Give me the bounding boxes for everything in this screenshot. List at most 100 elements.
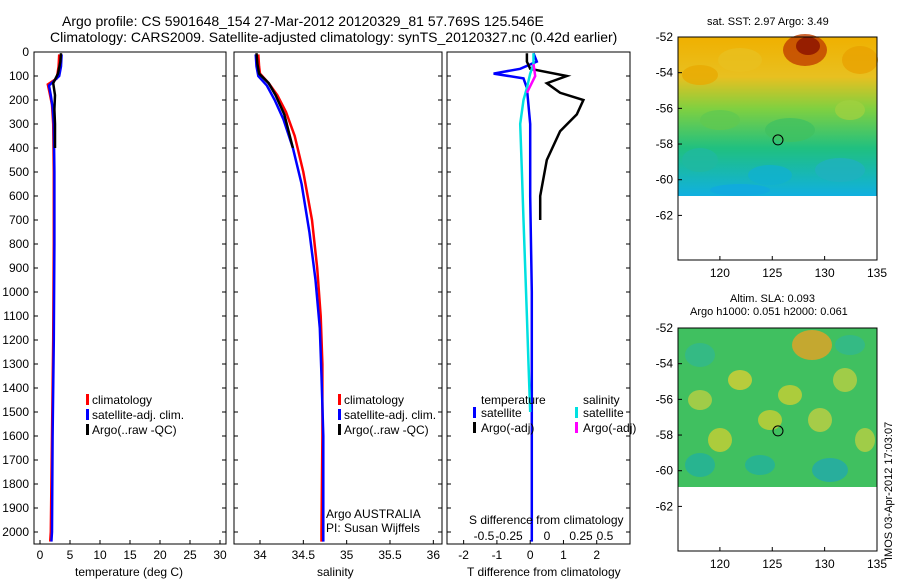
sst-map-axes: 120 125 130 135 -52 -54 -56 -58 -60 -62 xyxy=(656,30,888,280)
sst-map-texture xyxy=(682,46,878,196)
map-texture-blob xyxy=(835,100,865,120)
map-y-tick-label: -54 xyxy=(656,66,674,80)
difference-panel: -2 -1 0 1 2-0.5 -0.25 0 0.25 0.5 xyxy=(447,51,630,562)
y-tick-label: 100 xyxy=(9,69,29,83)
y-tick-label: 1900 xyxy=(2,501,29,515)
y-tick-label: 2000 xyxy=(2,525,29,539)
y-tick-label: 0 xyxy=(22,45,29,59)
t-difference-axis-label: T difference from climatology xyxy=(467,565,621,579)
map-texture-blob xyxy=(835,335,865,355)
sst-map-title: sat. SST: 2.97 Argo: 3.49 xyxy=(707,16,829,28)
map-x-tick-label: 120 xyxy=(710,266,730,280)
map-texture-blob xyxy=(765,118,815,142)
x-tick-label: -2 xyxy=(458,548,469,562)
temperature-panel-frame xyxy=(33,51,227,545)
sst-map xyxy=(677,34,878,261)
series-line-argo-raw-qc- xyxy=(51,53,63,148)
y-tick-label: 900 xyxy=(9,261,29,275)
map-texture-blob xyxy=(833,368,857,392)
y-tick-label: 1500 xyxy=(2,405,29,419)
y-tick-label: 1200 xyxy=(2,333,29,347)
x-tick-label: -1 xyxy=(492,548,503,562)
temperature-axis-label: temperature (deg C) xyxy=(75,565,183,579)
x-tick-label: 35 xyxy=(340,548,354,562)
legend-swatch-argo xyxy=(86,424,89,435)
x-tick-label: 35.5 xyxy=(378,548,402,562)
map-y-tick-label: -58 xyxy=(656,137,674,151)
imos-timestamp: IMOS 03-Apr-2012 17:03:07 xyxy=(883,422,895,560)
map-y-tick-label: -56 xyxy=(656,392,674,406)
difference-legend: temperature salinity satellite Argo(-adj… xyxy=(469,393,636,527)
x-tick-label: 10 xyxy=(93,548,107,562)
map-texture-blob xyxy=(815,158,865,182)
x-tick-label: 30 xyxy=(213,548,227,562)
temperature-panel: 0 5 10 15 20 25 300100200300400500600700800900… xyxy=(2,45,227,562)
map-texture-blob xyxy=(808,408,832,432)
map-texture-blob xyxy=(700,110,740,130)
x-tick-label: 1 xyxy=(560,548,567,562)
x2-tick-label: 0 xyxy=(544,529,551,543)
header-line2: Climatology: CARS2009. Satellite-adjuste… xyxy=(50,29,617,45)
x-tick-label: 0 xyxy=(37,548,44,562)
y-tick-label: 700 xyxy=(9,213,29,227)
map-x-tick-label: 120 xyxy=(710,557,730,571)
sst-map-frame xyxy=(677,36,878,261)
map-texture-blob xyxy=(778,385,802,405)
map-y-tick-label: -60 xyxy=(656,173,674,187)
sla-map-subtitle: Argo h1000: 0.051 h2000: 0.061 xyxy=(690,306,848,318)
x-tick-label: 34 xyxy=(253,548,267,562)
sla-map-axes: 120 125 130 135 -52 -54 -56 -58 -60 -62 xyxy=(656,321,888,571)
series-line-s-satellite xyxy=(518,53,535,413)
s-difference-axis-label: S difference from climatology xyxy=(469,513,624,527)
y-tick-label: 200 xyxy=(9,93,29,107)
x-tick-label: 25 xyxy=(183,548,197,562)
series-line-t-satellite xyxy=(493,52,539,542)
difference-panel-frame xyxy=(446,51,631,545)
map-x-tick-label: 130 xyxy=(815,266,835,280)
map-x-tick-label: 130 xyxy=(815,557,835,571)
series-line-argo-raw-qc- xyxy=(255,53,295,149)
legend-swatch-t-satellite xyxy=(473,407,476,418)
x-tick-label: 0 xyxy=(527,548,534,562)
legend-label-argo: Argo(..raw -QC) xyxy=(92,423,177,437)
map-y-tick-label: -62 xyxy=(656,208,674,222)
legend-swatch-climatology xyxy=(86,394,89,405)
map-texture-blob xyxy=(745,455,775,475)
x2-tick-label: -0.5 xyxy=(474,529,495,543)
map-x-tick-label: 125 xyxy=(762,266,782,280)
legend-swatch-s-satellite xyxy=(575,407,578,418)
map-texture-blob xyxy=(748,165,792,185)
y-tick-label: 600 xyxy=(9,189,29,203)
x-tick-label: 36 xyxy=(427,548,441,562)
salinity-panel: 34 34.5 35 35.5 36 xyxy=(234,51,442,562)
legend-swatch-climatology xyxy=(338,394,341,405)
map-texture-blob xyxy=(812,458,848,482)
legend-header-salinity: salinity xyxy=(583,393,620,407)
temperature-legend: climatology satellite-adj. clim. Argo(..… xyxy=(86,393,184,437)
sla-map-texture xyxy=(685,330,875,482)
y-tick-label: 400 xyxy=(9,141,29,155)
y-tick-label: 1000 xyxy=(2,285,29,299)
map-texture-blob xyxy=(718,48,762,72)
y-tick-label: 1300 xyxy=(2,357,29,371)
series-line-s-argo-adj- xyxy=(525,63,537,94)
series-line-t-argo-adj- xyxy=(525,53,586,220)
map-y-tick-label: -62 xyxy=(656,499,674,513)
map-texture-blob xyxy=(842,46,878,74)
map-texture-blob xyxy=(758,410,782,430)
map-x-tick-label: 135 xyxy=(867,557,887,571)
y-tick-label: 500 xyxy=(9,165,29,179)
y-tick-label: 300 xyxy=(9,117,29,131)
y-tick-label: 1400 xyxy=(2,381,29,395)
sla-map-title: Altim. SLA: 0.093 xyxy=(730,293,815,305)
salinity-panel-frame xyxy=(233,51,443,545)
salinity-legend: climatology satellite-adj. clim. Argo(..… xyxy=(326,393,436,535)
legend-header-temperature: temperature xyxy=(481,393,546,407)
pi-annotation: PI: Susan Wijffels xyxy=(326,521,420,535)
legend-label-s-argo: Argo(-adj) xyxy=(583,421,636,435)
y-tick-label: 1100 xyxy=(3,309,29,323)
salinity-axis-label: salinity xyxy=(317,565,354,579)
map-texture-blob xyxy=(710,184,770,196)
x-tick-label: 20 xyxy=(153,548,167,562)
map-x-tick-label: 135 xyxy=(867,266,887,280)
